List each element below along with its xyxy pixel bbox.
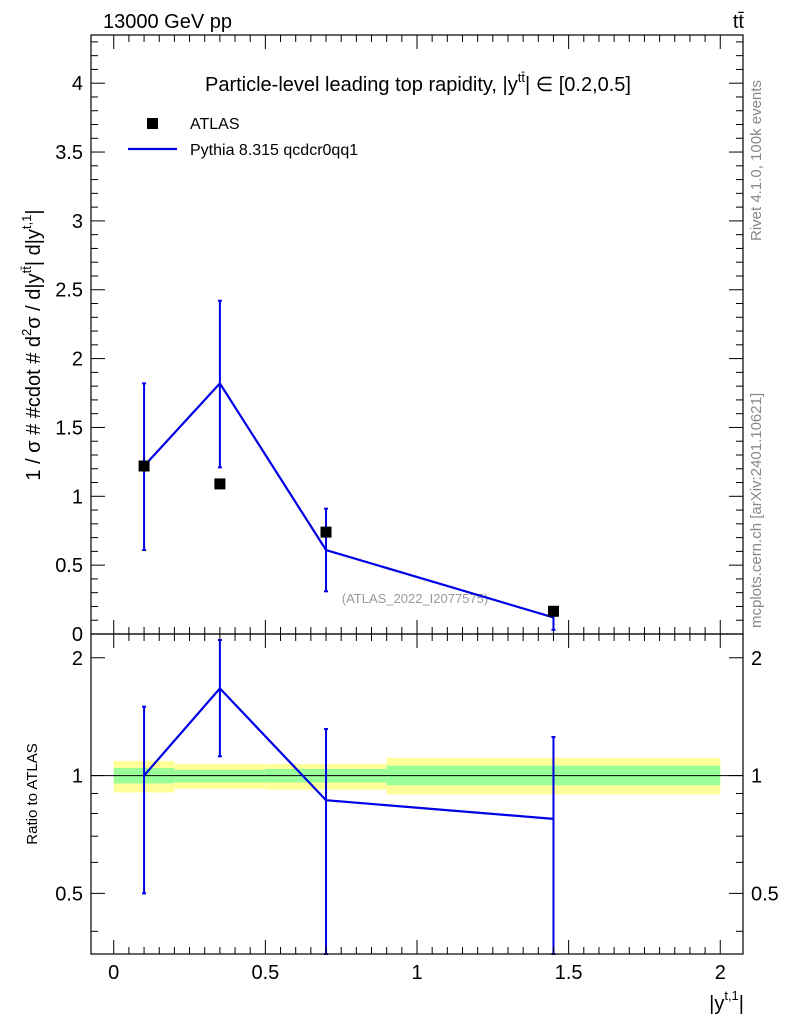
- ratio-y-tick-label-left: 0.5: [55, 883, 83, 905]
- main-frame: [90, 34, 744, 635]
- main-panel: 00.511.522.533.54 (ATLAS_2022_I2077575) …: [19, 34, 744, 646]
- ratio-y-axis-label: Ratio to ATLAS: [24, 743, 41, 844]
- xlabel-sup: t,1: [724, 988, 738, 1003]
- atlas-data-point: [138, 460, 150, 472]
- ratio-y-axis: 0.5 0.5 1 1 2 2: [55, 648, 779, 932]
- main-y-tick-label: 3: [72, 211, 83, 233]
- plot-title-y: y: [508, 74, 518, 96]
- x-tick-label: 0: [108, 962, 119, 984]
- main-y-axis: 0 0.5 1 1.5 2 2.5 3 3.5 4: [55, 41, 743, 646]
- ratio-pythia-series: [142, 639, 556, 955]
- plot-title-sup: tt̄: [518, 70, 526, 85]
- main-y-tick-label: 3.5: [55, 142, 83, 164]
- main-y-tick-label: 1: [72, 486, 83, 508]
- atlas-series: [138, 460, 559, 617]
- ylabel-mid: σ / d|y: [23, 273, 45, 328]
- ratio-y-tick-label-left: 1: [72, 766, 83, 788]
- plot-title-post: | ∈ [0.2,0.5]: [525, 74, 631, 96]
- ratio-y-tick-label-right: 2: [751, 648, 762, 670]
- analysis-watermark: (ATLAS_2022_I2077575): [342, 591, 488, 606]
- ratio-x-axis: 0 0.5 1 1.5 2: [108, 634, 726, 984]
- rivet-version-label: Rivet 4.1.0, 100k events: [748, 80, 765, 241]
- ratio-y-tick-label-right: 1: [751, 766, 762, 788]
- atlas-data-point: [214, 478, 226, 490]
- atlas-data-point: [320, 526, 332, 538]
- main-y-tick-label: 0.5: [55, 555, 83, 577]
- ratio-uncertainty-bands: [113, 757, 721, 795]
- ylabel-sup1: 2: [19, 329, 34, 336]
- energy-label: 13000 GeV pp: [103, 11, 232, 33]
- ratio-inner-band: [174, 769, 266, 783]
- plot-title: Particle-level leading top rapidity, |yt…: [205, 70, 631, 96]
- ylabel-post: |: [23, 209, 45, 214]
- ratio-y-tick-label-left: 2: [72, 648, 83, 670]
- ratio-panel: 0.5 0.5 1 1 2 2 0 0.5 1 1.5 2 Ratio to ATLAS |yt,…: [24, 633, 779, 1015]
- legend-pythia-label: Pythia 8.315 qcdcr0qq1: [190, 142, 358, 159]
- ratio-y-tick-label-right: 0.5: [751, 883, 779, 905]
- mcplots-label: mcplots.cern.ch [arXiv:2401.10621]: [748, 392, 765, 628]
- legend-atlas-marker: [147, 118, 158, 129]
- atlas-data-point: [547, 605, 559, 617]
- pythia-series: [142, 299, 556, 631]
- legend-atlas-label: ATLAS: [190, 116, 240, 133]
- x-tick-label: 0.5: [251, 962, 279, 984]
- main-y-tick-label: 0: [72, 624, 83, 646]
- pythia-line: [143, 381, 554, 619]
- x-tick-label: 1.5: [555, 962, 583, 984]
- ylabel-mid2: | d|y: [23, 229, 45, 266]
- legend: ATLAS Pythia 8.315 qcdcr0qq1: [128, 116, 358, 159]
- process-label: tt̄: [733, 11, 745, 33]
- main-x-ticks: [113, 35, 721, 634]
- x-tick-label: 2: [715, 962, 726, 984]
- xlabel-pre: |y: [709, 993, 724, 1015]
- ratio-pythia-line: [143, 686, 554, 820]
- xlabel-post: |: [739, 993, 744, 1015]
- ylabel-sup3: t,1: [19, 215, 34, 229]
- plot-title-pre: Particle-level leading top rapidity, |: [205, 74, 508, 96]
- main-y-axis-label: 1 / σ # #cdot # d2σ / d|ytt̄| d|yt,1|: [19, 209, 45, 480]
- main-y-tick-label: 1.5: [55, 417, 83, 439]
- ylabel-sup2: tt̄: [19, 266, 34, 274]
- x-axis-label: |yt,1|: [709, 988, 744, 1015]
- main-y-tick-label: 2: [72, 349, 83, 371]
- main-y-tick-label: 4: [72, 73, 83, 95]
- ylabel-pre: 1 / σ # #cdot # d: [23, 336, 45, 481]
- main-y-tick-label: 2.5: [55, 280, 83, 302]
- x-tick-label: 1: [411, 962, 422, 984]
